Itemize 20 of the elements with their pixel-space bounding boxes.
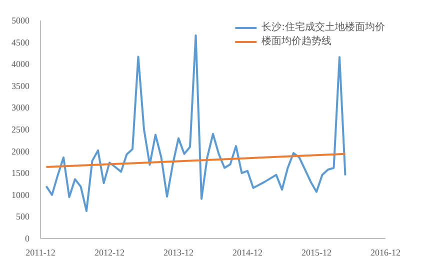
y-tick-label: 500 <box>16 212 30 222</box>
line-series <box>45 34 346 212</box>
y-tick-label: 3000 <box>12 102 30 113</box>
x-tick-label: 2016-12 <box>370 248 400 258</box>
legend-label: 楼面均价趋势线 <box>262 34 332 48</box>
x-tick-label: 2015-12 <box>302 248 332 258</box>
y-tick-label: 5000 <box>12 16 30 26</box>
y-tick-label: 2000 <box>12 146 30 156</box>
legend-label: 长沙:住宅成交土地楼面均价 <box>262 20 385 34</box>
y-tick-label: 1500 <box>12 168 30 178</box>
x-tick-label: 2013-12 <box>164 248 194 258</box>
x-tick-label: 2014-12 <box>232 248 262 258</box>
y-tick-label: 0 <box>25 234 30 244</box>
y-tick-label: 2500 <box>12 124 30 134</box>
y-tick-label: 4000 <box>12 59 30 70</box>
x-tick-label: 2012-12 <box>94 248 124 258</box>
y-tick-label: 1000 <box>12 190 30 200</box>
y-tick-label: 3500 <box>12 80 30 91</box>
y-tick-label: 4500 <box>12 37 30 48</box>
x-tick-label: 2011-12 <box>26 248 56 258</box>
